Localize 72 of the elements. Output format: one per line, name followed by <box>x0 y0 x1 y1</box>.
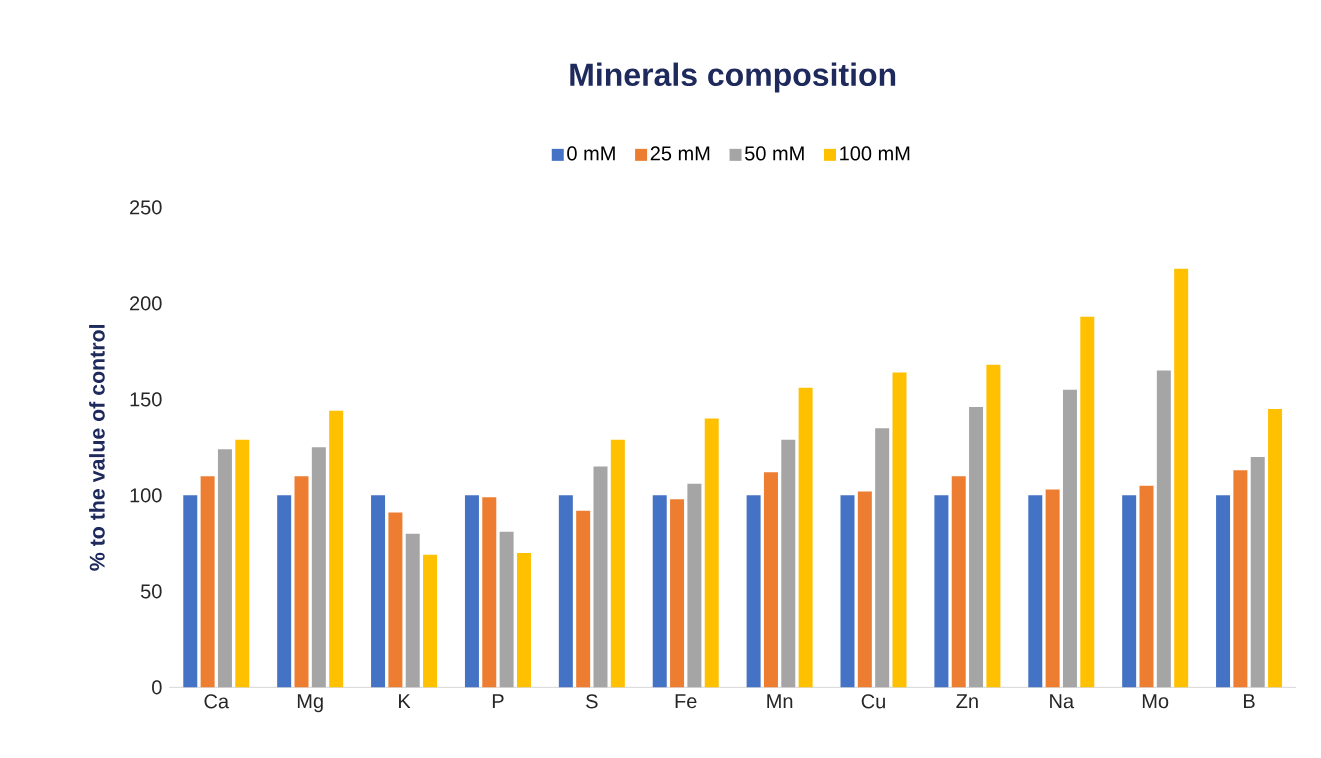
x-tick-label: Mo <box>1142 694 1169 709</box>
bar <box>1045 489 1060 688</box>
bar <box>371 495 386 688</box>
y-tick-label: 50 <box>140 584 162 599</box>
bar <box>593 466 608 688</box>
bar <box>951 476 966 688</box>
bar <box>875 428 890 688</box>
bar <box>423 554 438 688</box>
x-tick-label: B <box>1244 694 1255 709</box>
bar <box>277 495 292 688</box>
bar <box>1216 495 1231 688</box>
bar <box>1062 389 1077 688</box>
y-tick-label: 0 <box>152 680 162 695</box>
x-tick-label: Fe <box>675 694 697 709</box>
bar <box>746 495 761 688</box>
bar <box>405 533 420 688</box>
bar <box>1080 316 1095 688</box>
y-axis-title: % to the value of control <box>89 324 105 571</box>
bar <box>763 472 778 688</box>
bar <box>840 495 855 688</box>
bar <box>294 476 309 688</box>
bar <box>464 495 479 688</box>
bar <box>1156 370 1171 688</box>
x-tick-label: Cu <box>861 694 885 709</box>
bar <box>558 495 573 688</box>
chart-title: Minerals composition <box>570 62 896 93</box>
bar <box>892 372 907 688</box>
bar <box>311 447 326 688</box>
bar <box>1250 456 1265 688</box>
bar <box>857 491 872 688</box>
bar <box>183 495 198 688</box>
bar <box>329 410 344 688</box>
bar <box>1268 408 1283 688</box>
bar <box>934 495 949 688</box>
bar <box>1122 495 1137 688</box>
legend-label: 0 mM <box>567 146 615 161</box>
y-tick-label: 100 <box>130 488 162 503</box>
bar <box>1028 495 1043 688</box>
bar <box>969 407 984 688</box>
x-tick-label: Mg <box>297 694 323 713</box>
y-tick-label: 200 <box>130 296 162 311</box>
bar <box>781 439 796 688</box>
bar <box>670 499 685 688</box>
bar <box>1139 485 1154 688</box>
y-tick-label: 150 <box>130 392 162 407</box>
x-tick-label: Mn <box>767 694 793 709</box>
bar <box>235 439 250 688</box>
legend-label: 100 mM <box>840 146 910 161</box>
legend-label: 25 mM <box>650 146 710 161</box>
bar <box>576 510 591 688</box>
bar <box>516 552 531 688</box>
bar <box>798 387 813 688</box>
bar <box>200 476 215 688</box>
y-tick-label: 250 <box>130 200 162 215</box>
bar <box>986 364 1001 688</box>
bar <box>610 439 625 688</box>
bar <box>388 512 403 688</box>
x-tick-label: S <box>586 694 598 709</box>
x-tick-label: Zn <box>956 694 978 709</box>
bar <box>217 449 232 688</box>
x-tick-label: K <box>399 694 411 709</box>
bar <box>704 418 719 688</box>
x-tick-label: Ca <box>204 694 230 709</box>
bar <box>1233 470 1248 688</box>
bar <box>687 483 702 688</box>
bar <box>482 497 497 688</box>
x-tick-label: P <box>492 694 504 709</box>
legend-label: 50 mM <box>745 146 804 161</box>
bar <box>1174 268 1189 688</box>
x-tick-label: Na <box>1050 694 1075 709</box>
bar <box>499 531 514 688</box>
bar <box>652 495 667 688</box>
